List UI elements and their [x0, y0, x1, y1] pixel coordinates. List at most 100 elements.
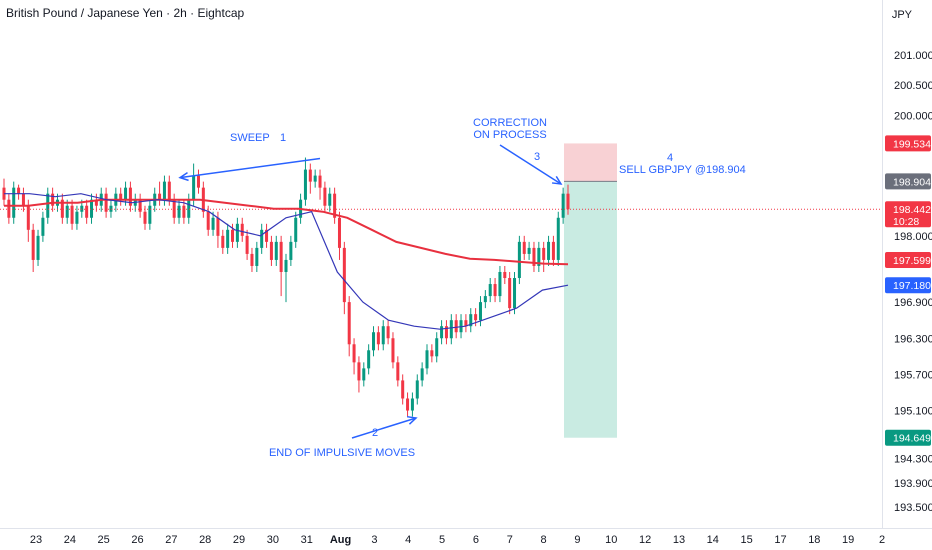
price-tag	[885, 173, 931, 190]
y-tick-label: 195.100	[894, 406, 932, 418]
y-tick-label: 198.000	[894, 231, 932, 243]
candle-body	[556, 217, 560, 260]
candle-body	[561, 193, 565, 218]
correction-label-line2: ON PROCESS	[473, 129, 546, 141]
candle-body	[70, 205, 74, 224]
candle-body	[430, 350, 434, 357]
candle-body	[284, 259, 288, 272]
candle-body	[478, 302, 482, 321]
x-tick-label: 6	[473, 534, 479, 546]
candle-body	[143, 211, 147, 224]
candle-body	[454, 320, 458, 333]
candle-body	[148, 205, 152, 224]
candle-body	[532, 247, 536, 266]
candle-body	[7, 199, 11, 218]
candle-body	[109, 205, 113, 212]
x-tick-label: 5	[439, 534, 445, 546]
candle-body	[274, 241, 278, 260]
y-tick-label: 194.300	[894, 454, 932, 466]
candle-body	[85, 205, 89, 218]
candle-body	[547, 241, 551, 260]
y-tick-label: 200.500	[894, 80, 932, 92]
candle-body	[357, 362, 361, 381]
x-tick-label: 3	[371, 534, 377, 546]
candle-body	[551, 241, 555, 260]
candle-body	[182, 205, 186, 218]
candle-body	[347, 302, 351, 345]
candle-body	[94, 199, 98, 206]
x-tick-label: 23	[30, 534, 42, 546]
candle-body	[31, 229, 35, 260]
take-profit-zone	[564, 181, 617, 438]
price-tag-label: 199.534	[893, 138, 931, 150]
price-tag-label: 194.649	[893, 433, 931, 445]
candle-body	[226, 229, 230, 248]
candle-body	[527, 247, 531, 254]
candle-body	[17, 187, 21, 194]
candle-body	[474, 314, 478, 321]
candle-body	[65, 205, 69, 218]
candle-body	[415, 380, 419, 399]
candle-body	[488, 284, 492, 297]
candle-body	[352, 344, 356, 363]
price-tag-label: 198.442	[893, 204, 931, 216]
candle-body	[381, 326, 385, 345]
candle-body	[440, 326, 444, 339]
price-tag-label: 198.904	[893, 176, 931, 188]
y-tick-label: 195.700	[894, 369, 932, 381]
x-tick-label: 2	[879, 534, 885, 546]
candle-body	[420, 368, 424, 381]
price-tag-label: 197.599	[893, 255, 931, 267]
candle-body	[537, 247, 541, 266]
candle-body	[75, 211, 79, 224]
x-tick-label: 10	[605, 534, 617, 546]
y-tick-label: 196.300	[894, 333, 932, 345]
candle-body	[406, 398, 410, 411]
correction-arrow-head	[551, 175, 563, 185]
x-tick-label: 28	[199, 534, 211, 546]
candle-body	[60, 199, 64, 218]
x-tick-label: 15	[741, 534, 753, 546]
candle-body	[362, 368, 366, 381]
price-tag	[885, 201, 931, 228]
x-tick-label: 30	[267, 534, 279, 546]
correction-arrow	[499, 144, 562, 185]
annotation-3-label: 3	[534, 151, 540, 163]
x-tick-label: 17	[774, 534, 786, 546]
candle-body	[444, 326, 448, 339]
candle-body	[294, 217, 298, 242]
candle-body	[483, 296, 487, 303]
price-tag	[885, 252, 931, 268]
candle-body	[128, 187, 132, 206]
impulse-arrow-head	[406, 415, 418, 425]
x-tick-label: 31	[301, 534, 313, 546]
candle-body	[187, 199, 191, 218]
candle-body	[279, 241, 283, 272]
candle-body	[449, 320, 453, 339]
candle-body	[498, 271, 502, 297]
candle-body	[493, 284, 497, 297]
candle-body	[566, 193, 570, 210]
candle-body	[308, 169, 312, 182]
candle-body	[51, 193, 55, 206]
candle-body	[196, 175, 200, 188]
impulsive-label: END OF IMPULSIVE MOVES	[269, 447, 415, 459]
candle-body	[250, 253, 254, 266]
candle-body	[367, 350, 371, 369]
candle-body	[333, 193, 337, 218]
impulse-arrow	[351, 417, 417, 439]
candle-body	[391, 338, 395, 363]
candle-body	[386, 326, 390, 339]
candle-body	[517, 241, 521, 279]
x-tick-label: Aug	[330, 534, 351, 546]
candle-body	[269, 241, 273, 260]
x-tick-label: 8	[541, 534, 547, 546]
candle-body	[104, 193, 108, 212]
candle-body	[410, 398, 414, 411]
candle-body	[26, 205, 30, 230]
candle-body	[90, 199, 94, 218]
price-tag-countdown: 10:28	[893, 216, 919, 228]
candle-body	[401, 380, 405, 399]
